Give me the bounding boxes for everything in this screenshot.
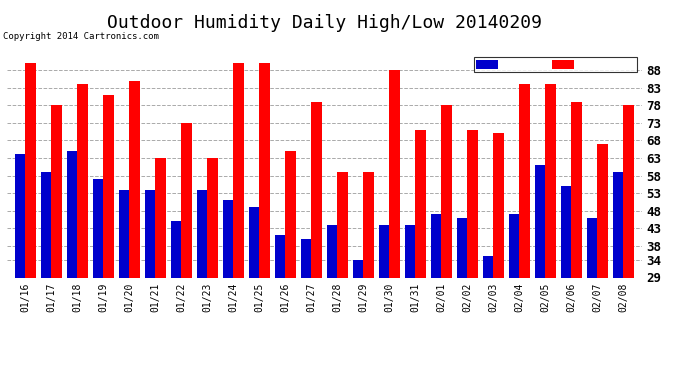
Bar bbox=[327, 225, 337, 375]
Bar bbox=[561, 186, 571, 375]
Bar bbox=[467, 130, 477, 375]
Bar bbox=[77, 84, 88, 375]
Bar bbox=[415, 130, 426, 375]
Bar bbox=[364, 172, 374, 375]
Text: Copyright 2014 Cartronics.com: Copyright 2014 Cartronics.com bbox=[3, 32, 159, 41]
Bar bbox=[249, 207, 259, 375]
Bar bbox=[571, 102, 582, 375]
Bar bbox=[509, 214, 520, 375]
Legend: Low  (%), High  (%): Low (%), High (%) bbox=[474, 57, 637, 72]
Bar bbox=[181, 123, 192, 375]
Bar bbox=[598, 144, 608, 375]
Bar bbox=[535, 165, 545, 375]
Bar bbox=[405, 225, 415, 375]
Bar bbox=[353, 260, 364, 375]
Bar bbox=[171, 221, 181, 375]
Bar bbox=[155, 158, 166, 375]
Bar bbox=[613, 172, 624, 375]
Bar bbox=[259, 63, 270, 375]
Bar bbox=[493, 134, 504, 375]
Bar bbox=[223, 200, 233, 375]
Bar bbox=[520, 84, 530, 375]
Bar bbox=[442, 105, 452, 375]
Bar bbox=[431, 214, 442, 375]
Bar bbox=[285, 151, 296, 375]
Bar bbox=[104, 95, 114, 375]
Bar bbox=[14, 154, 25, 375]
Bar bbox=[311, 102, 322, 375]
Bar bbox=[207, 158, 217, 375]
Bar bbox=[129, 81, 139, 375]
Bar bbox=[379, 225, 389, 375]
Bar bbox=[587, 218, 598, 375]
Bar bbox=[233, 63, 244, 375]
Bar bbox=[301, 239, 311, 375]
Bar bbox=[545, 84, 556, 375]
Bar bbox=[624, 105, 634, 375]
Title: Outdoor Humidity Daily High/Low 20140209: Outdoor Humidity Daily High/Low 20140209 bbox=[107, 13, 542, 32]
Bar bbox=[51, 105, 61, 375]
Bar bbox=[337, 172, 348, 375]
Bar bbox=[483, 256, 493, 375]
Bar bbox=[92, 179, 104, 375]
Bar bbox=[67, 151, 77, 375]
Bar bbox=[197, 190, 207, 375]
Bar bbox=[25, 63, 35, 375]
Bar bbox=[275, 236, 285, 375]
Bar bbox=[119, 190, 129, 375]
Bar bbox=[457, 218, 467, 375]
Bar bbox=[41, 172, 51, 375]
Bar bbox=[389, 70, 400, 375]
Bar bbox=[145, 190, 155, 375]
